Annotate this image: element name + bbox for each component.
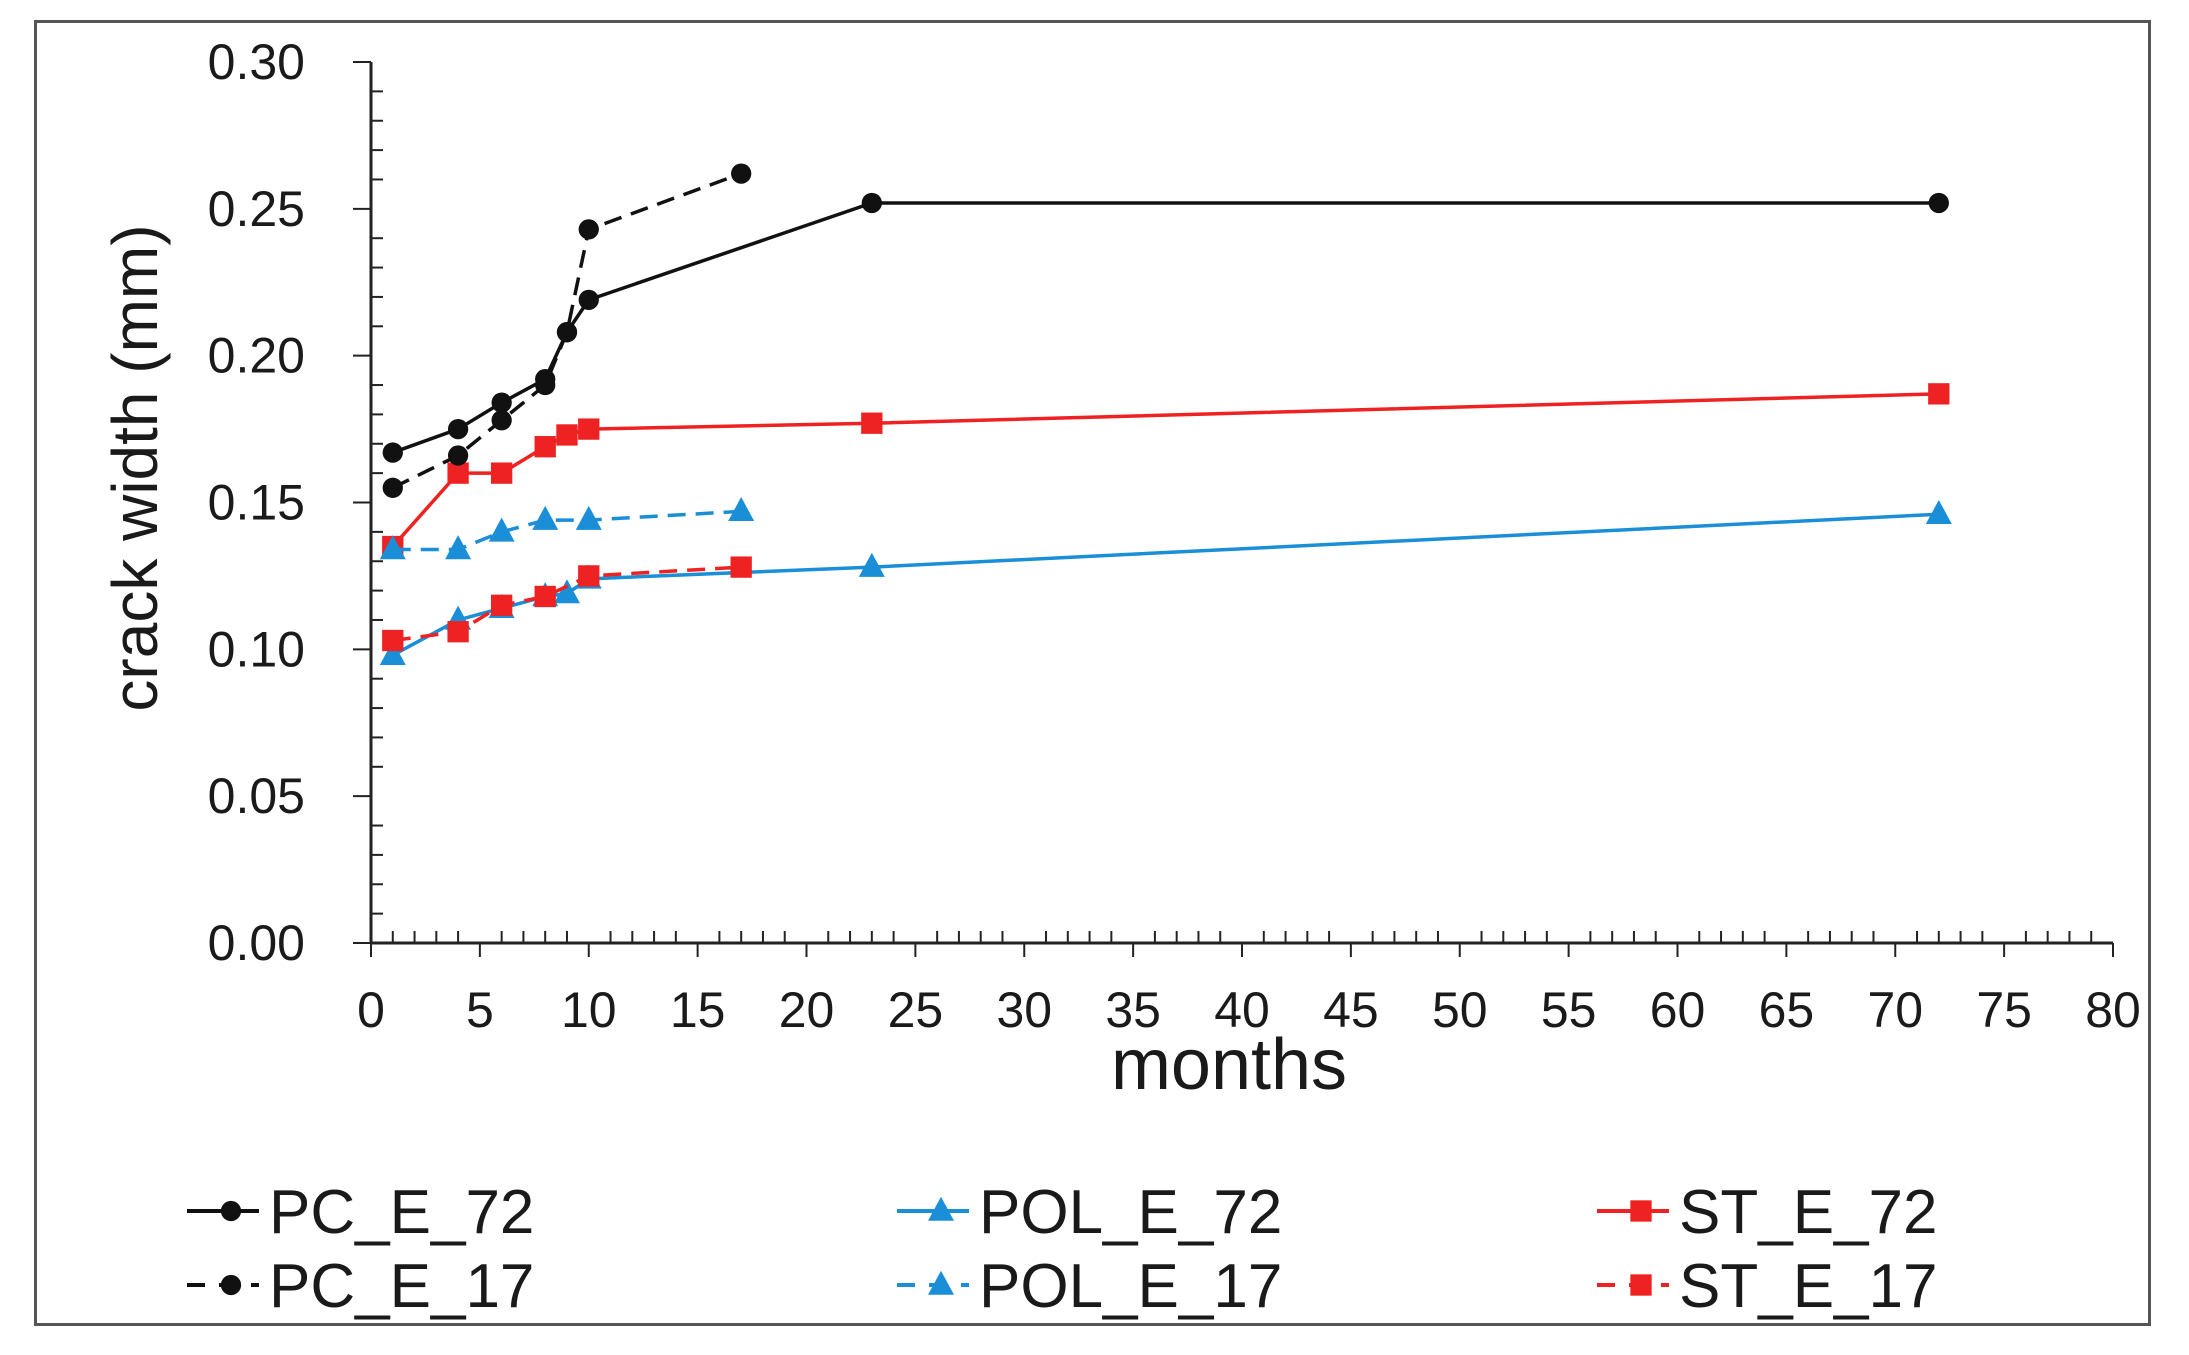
data-point-pc-e-72 xyxy=(1928,192,1949,214)
y-tick-label: 0.05 xyxy=(208,768,305,824)
x-tick-label: 15 xyxy=(670,982,726,1038)
data-point-pol-e-17 xyxy=(532,505,559,530)
data-point-st-e-72 xyxy=(556,424,578,446)
x-tick-label: 30 xyxy=(996,982,1052,1038)
x-tick-label: 25 xyxy=(888,982,944,1038)
legend-label: ST_E_17 xyxy=(1679,1252,1938,1321)
data-point-st-e-17 xyxy=(730,556,752,578)
data-point-pc-e-72 xyxy=(491,392,512,413)
legend-marker xyxy=(1630,1274,1652,1296)
x-tick-label: 0 xyxy=(357,982,385,1038)
legend-item-pol-e-72: POL_E_72 xyxy=(897,1178,1282,1247)
legend: PC_E_72 POL_E_72 ST_E_72 PC_E_17 POL_E_17 ST_… xyxy=(187,1178,1938,1321)
series-st-e-17 xyxy=(382,556,752,652)
axes: 0 5 10 15 20 25 30 35 40 45 50 55 60 65 70 75 80 0.00 0.05… xyxy=(208,34,2141,1038)
series-line-st-e-72 xyxy=(391,392,1939,548)
y-tick-label: 0.00 xyxy=(208,915,305,971)
data-point-pc-e-72 xyxy=(447,418,469,440)
series-line-st-e-17 xyxy=(392,565,742,643)
data-point-st-e-72 xyxy=(861,412,883,434)
data-point-pol-e-17 xyxy=(445,535,472,560)
y-tick-label: 0.10 xyxy=(208,621,305,677)
legend-label: POL_E_17 xyxy=(979,1252,1282,1321)
data-point-pol-e-72 xyxy=(858,552,885,577)
legend-marker xyxy=(928,1270,954,1295)
data-point-pol-e-72 xyxy=(1925,499,1952,524)
data-point-st-e-72 xyxy=(490,462,513,484)
series-line-pol-e-17 xyxy=(392,509,742,552)
legend-label: POL_E_72 xyxy=(979,1178,1282,1247)
data-point-pc-e-17 xyxy=(731,163,752,184)
data-point-pc-e-17 xyxy=(447,445,469,466)
data-point-pc-e-17 xyxy=(382,477,403,498)
series-line-pol-e-72 xyxy=(391,512,1939,657)
x-tick-label: 80 xyxy=(2085,982,2141,1038)
data-point-st-e-72 xyxy=(534,436,556,458)
legend-marker xyxy=(220,1200,242,1222)
data-point-pc-e-17 xyxy=(491,410,512,431)
data-point-st-e-17 xyxy=(447,621,469,643)
data-point-pol-e-17 xyxy=(379,535,406,560)
x-tick-label: 65 xyxy=(1759,982,1815,1038)
data-point-pc-e-72 xyxy=(382,442,403,463)
data-point-st-e-17 xyxy=(578,565,600,587)
x-tick-label: 75 xyxy=(1976,982,2032,1038)
legend-label: PC_E_72 xyxy=(269,1178,534,1247)
series-pc-e-72 xyxy=(382,192,1949,463)
legend-item-st-e-17: ST_E_17 xyxy=(1597,1252,1938,1321)
x-tick-label: 40 xyxy=(1214,982,1270,1038)
x-axis-title: months xyxy=(1111,1025,1347,1105)
legend-item-st-e-72: ST_E_72 xyxy=(1597,1178,1938,1247)
data-point-st-e-17 xyxy=(490,594,513,616)
data-point-pol-e-17 xyxy=(488,517,515,542)
x-tick-label: 50 xyxy=(1432,982,1488,1038)
series-pol-e-72 xyxy=(379,499,1952,665)
x-tick-label: 60 xyxy=(1650,982,1706,1038)
data-point-pc-e-17 xyxy=(578,219,599,240)
data-point-st-e-17 xyxy=(534,585,556,608)
data-point-pc-e-17 xyxy=(556,322,578,343)
x-tick-label: 70 xyxy=(1867,982,1923,1038)
data-point-st-e-72 xyxy=(1928,383,1950,405)
legend-label: PC_E_17 xyxy=(269,1252,534,1321)
legend-label: ST_E_72 xyxy=(1679,1178,1938,1247)
data-point-pol-e-72 xyxy=(379,640,406,665)
legend-marker xyxy=(928,1196,954,1221)
x-tick-label: 10 xyxy=(561,982,617,1038)
x-tick-label: 45 xyxy=(1323,982,1379,1038)
y-tick-label: 0.30 xyxy=(208,34,305,90)
y-tick-label: 0.25 xyxy=(208,181,305,237)
data-point-pol-e-17 xyxy=(575,505,602,530)
legend-item-pol-e-17: POL_E_17 xyxy=(897,1252,1282,1321)
legend-item-pc-e-17: PC_E_17 xyxy=(187,1252,534,1321)
data-point-st-e-72 xyxy=(578,418,600,440)
data-point-st-e-72 xyxy=(447,462,469,484)
chart-frame: 0 5 10 15 20 25 30 35 40 45 50 55 60 65 70 75 80 0.00 0.05… xyxy=(34,20,2151,1326)
data-point-pol-e-72 xyxy=(553,579,580,604)
series-st-e-72 xyxy=(382,383,1950,558)
data-point-pc-e-72 xyxy=(861,192,882,214)
legend-marker xyxy=(220,1274,242,1296)
legend-marker xyxy=(1630,1200,1652,1222)
data-point-pol-e-17 xyxy=(728,497,755,522)
y-tick-label: 0.20 xyxy=(208,328,305,384)
y-tick-label: 0.15 xyxy=(208,475,305,531)
x-tick-label: 55 xyxy=(1541,982,1597,1038)
series-pol-e-17 xyxy=(379,497,755,560)
x-tick-label: 20 xyxy=(779,982,835,1038)
y-axis-title: crack width (mm) xyxy=(99,224,171,711)
series-layer xyxy=(379,163,1952,665)
series-pc-e-17 xyxy=(382,163,752,498)
data-point-st-e-17 xyxy=(382,629,404,652)
legend-item-pc-e-72: PC_E_72 xyxy=(187,1178,534,1247)
x-tick-label: 35 xyxy=(1105,982,1161,1038)
data-point-pc-e-72 xyxy=(578,289,599,311)
data-point-pc-e-17 xyxy=(535,374,556,396)
x-tick-label: 5 xyxy=(466,982,494,1038)
line-chart: 0 5 10 15 20 25 30 35 40 45 50 55 60 65 70 75 80 0.00 0.05… xyxy=(99,34,2141,1321)
